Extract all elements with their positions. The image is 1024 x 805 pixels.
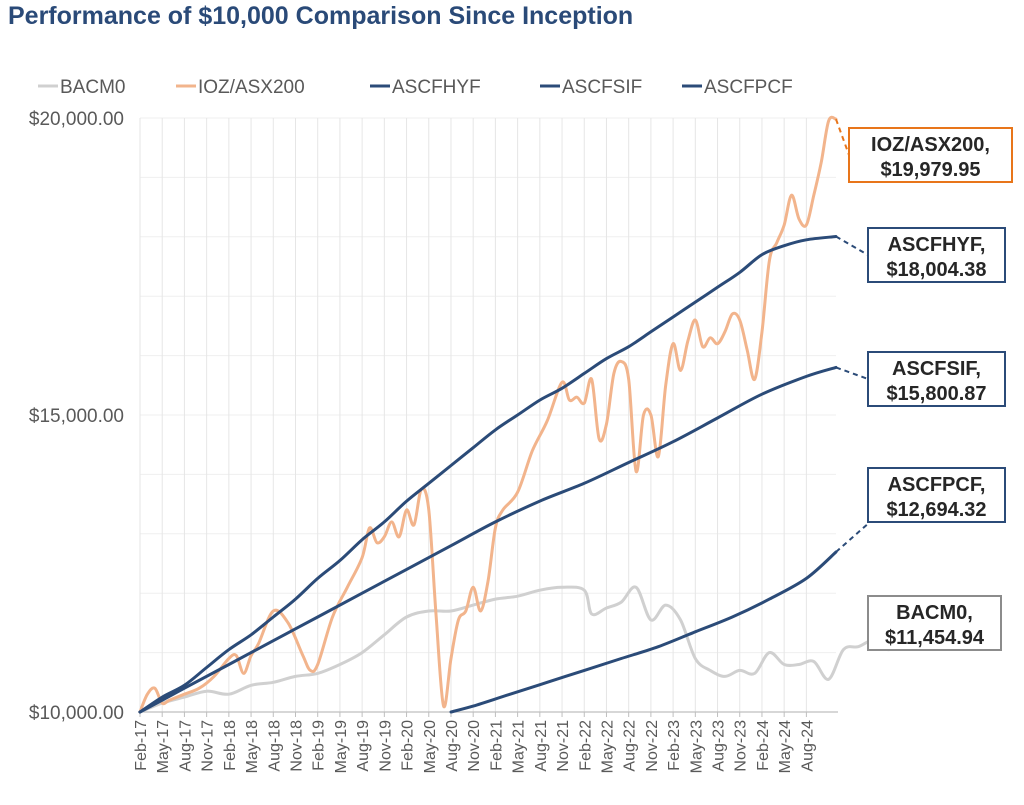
callout-label-ioz-asx200: IOZ/ASX200, <box>871 134 990 156</box>
legend-label-ioz-asx200: IOZ/ASX200 <box>198 77 305 98</box>
x-tick-label: Feb-22 <box>577 720 594 771</box>
series-line-ascfhyf <box>138 235 838 714</box>
x-tick-label: May-21 <box>511 720 528 773</box>
x-tick-label: Aug-23 <box>711 720 728 772</box>
legend-label-ascfpcf: ASCFPCF <box>704 77 793 98</box>
callout-label-ascfpcf: ASCFPCF, <box>888 474 986 496</box>
x-tick-label: Feb-20 <box>400 720 417 771</box>
callout-box-bacm0 <box>867 595 1002 651</box>
x-tick-label: Feb-17 <box>133 720 150 771</box>
callout-box-ascfpcf <box>867 467 1006 523</box>
grid-lines <box>139 117 836 712</box>
x-tick-label: May-18 <box>244 720 261 773</box>
callout-value-ioz-asx200: $19,979.95 <box>880 159 980 181</box>
x-tick-label: Nov-18 <box>288 720 305 772</box>
callouts: BACM0, $11,454.94 IOZ/ASX200, $19,979.95 ASC… <box>835 118 1013 651</box>
x-tick-label: May-17 <box>155 720 172 773</box>
x-tick-label: Nov-19 <box>377 720 394 772</box>
legend-label-ascfsif: ASCFSIF <box>562 77 642 98</box>
chart-title: Performance of $10,000 Comparison Since … <box>8 2 634 30</box>
x-tick-label: May-20 <box>422 720 439 773</box>
callout-label-ascfhyf: ASCFHYF, <box>888 234 986 256</box>
callout-value-bacm0: $11,454.94 <box>885 627 985 649</box>
x-tick-label: Feb-24 <box>755 720 772 771</box>
series-line-ascfpcf <box>449 550 838 714</box>
y-tick-label: $10,000.00 <box>29 703 124 724</box>
x-tick-label: Nov-23 <box>733 720 750 772</box>
x-tick-label: Aug-18 <box>266 720 283 772</box>
x-tick-label: Aug-24 <box>799 720 816 772</box>
x-tick-label: Nov-21 <box>555 720 572 772</box>
x-tick-label: May-24 <box>777 720 794 773</box>
callout-box-ascfsif <box>867 351 1006 407</box>
series-line-ascfsif <box>138 365 838 714</box>
legend-label-bacm0: BACM0 <box>60 77 125 98</box>
y-tick-label: $20,000.00 <box>29 109 124 130</box>
callout-leader-ascfpcf <box>835 521 871 553</box>
x-tick-label: Nov-22 <box>644 720 661 772</box>
x-tick-label: Aug-21 <box>533 720 550 772</box>
x-tick-label: May-19 <box>333 720 350 773</box>
x-tick-label: Feb-21 <box>488 720 505 771</box>
callout-value-ascfpcf: $12,694.32 <box>886 499 986 521</box>
callout-leader-ascfhyf <box>835 235 869 256</box>
x-tick-label: Aug-20 <box>444 720 461 772</box>
callout-value-ascfhyf: $18,004.38 <box>886 259 986 281</box>
callout-label-bacm0: BACM0, <box>896 602 973 624</box>
callout-box-ioz-asx200 <box>848 127 1013 183</box>
series-line-bacm0 <box>138 585 919 714</box>
y-tick-labels: $10,000.00 $15,000.00 $20,000.00 <box>29 109 124 724</box>
legend: BACM0 IOZ/ASX200 ASCFHYF ASCFSIF ASCFPCF <box>38 77 793 98</box>
x-tick-label: Aug-22 <box>622 720 639 772</box>
x-tick-label: May-22 <box>599 720 616 773</box>
x-tick-labels: Feb-17 May-17 Aug-17 Nov-17 Feb-18 May-18 Aug-… <box>133 712 816 773</box>
x-tick-label: Nov-17 <box>200 720 217 772</box>
x-tick-label: Aug-19 <box>355 720 372 772</box>
x-tick-label: Nov-20 <box>466 720 483 772</box>
series-lines <box>138 115 919 714</box>
callout-leader-ioz-asx200 <box>835 118 850 156</box>
x-tick-label: Feb-23 <box>666 720 683 771</box>
x-tick-label: Feb-19 <box>311 720 328 771</box>
callout-value-ascfsif: $15,800.87 <box>886 383 986 405</box>
callout-leader-ascfsif <box>835 366 869 380</box>
y-tick-label: $15,000.00 <box>29 406 124 427</box>
x-tick-label: Feb-18 <box>222 720 239 771</box>
callout-box-ascfhyf <box>867 227 1006 283</box>
x-tick-label: May-23 <box>688 720 705 773</box>
x-tick-label: Aug-17 <box>177 720 194 772</box>
legend-label-ascfhyf: ASCFHYF <box>392 77 481 98</box>
callout-label-ascfsif: ASCFSIF, <box>892 358 981 380</box>
